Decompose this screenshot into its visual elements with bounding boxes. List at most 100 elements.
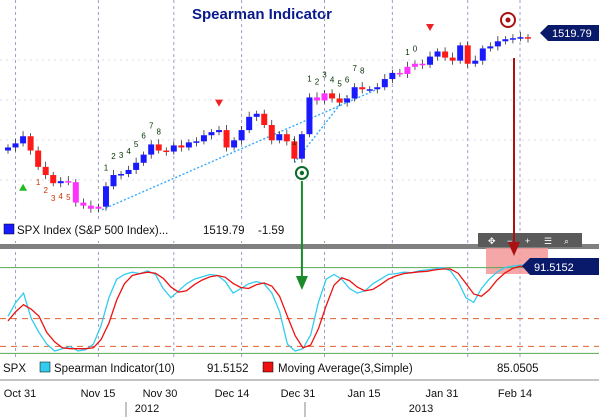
chart-title: Spearman Indicator	[192, 6, 332, 23]
setup-number: 1	[292, 138, 297, 147]
candle-body	[42, 166, 49, 176]
candle-body	[479, 48, 486, 61]
candle-body	[72, 182, 79, 203]
move-icon[interactable]: ✥	[488, 236, 496, 246]
panel-toolbar: ✥ − + ☰ ⌕	[478, 233, 582, 247]
buy-arrowhead	[295, 276, 308, 290]
setup-number: 4	[126, 147, 131, 156]
setup-number: 4	[59, 192, 64, 201]
price-legend-last: 1519.79	[203, 225, 245, 237]
candle-body	[306, 97, 313, 135]
price-legend-swatch	[3, 223, 15, 235]
x-year-label: 2013	[409, 403, 433, 415]
candle-body	[216, 130, 223, 133]
candle-body	[110, 175, 117, 187]
zoom-in-icon[interactable]: +	[525, 236, 530, 246]
ma-legend-last: 85.0505	[497, 363, 539, 375]
price-legend-change: -1.59	[258, 225, 284, 237]
setup-number: 1	[405, 48, 410, 57]
candle-body	[178, 145, 185, 148]
candle-body	[118, 174, 125, 176]
candle-body	[442, 51, 449, 58]
spearman-legend-last: 91.5152	[207, 363, 249, 375]
candle-body	[185, 142, 192, 148]
grid-lines	[0, 0, 599, 378]
candle-body	[517, 37, 524, 39]
candle-body	[95, 206, 102, 209]
candle-body	[525, 37, 531, 39]
candle-body	[351, 87, 358, 99]
candle-body	[509, 38, 516, 40]
candle-body	[133, 162, 140, 170]
toolbar-box	[478, 233, 582, 247]
properties-icon[interactable]: ☰	[544, 236, 552, 246]
price-last-value: 1519.79	[552, 28, 592, 40]
candle-body	[148, 144, 155, 155]
setup-number: 1	[36, 178, 41, 187]
setup-number: 5	[337, 80, 342, 89]
candle-body	[170, 145, 177, 152]
sell-triangle-marker	[215, 99, 224, 107]
price-legend: SPX Index (S&P 500 Index)... 1519.79 -1.…	[0, 219, 325, 241]
candle-body	[102, 186, 109, 207]
price-legend-label: SPX Index (S&P 500 Index)...	[17, 225, 168, 237]
x-tick-label: Jan 31	[425, 388, 458, 400]
candle-body	[329, 93, 336, 99]
candle-body	[494, 41, 501, 47]
candle-body	[404, 66, 411, 74]
ma-legend-name: Moving Average(3,Simple)	[278, 363, 413, 375]
spearman-legend-swatch	[39, 361, 51, 373]
sell-triangle-marker	[426, 24, 435, 31]
candle-body	[381, 79, 388, 88]
panel-divider[interactable]	[0, 244, 599, 249]
x-tick-label: Dec 14	[215, 388, 250, 400]
setup-number: 5	[134, 140, 139, 149]
candle-body	[434, 51, 441, 57]
indicator-legend-symbol: SPX	[3, 363, 26, 375]
x-tick-label: Nov 15	[81, 388, 116, 400]
candle-body	[389, 72, 396, 80]
candle-body	[427, 56, 434, 65]
setup-number: 8	[360, 66, 365, 75]
spearman-series-line	[7, 263, 529, 352]
spearman-legend-name: Spearman Indicator(10)	[54, 363, 175, 375]
candle-body	[291, 141, 298, 159]
x-year-label: 2012	[135, 403, 159, 415]
candle-body	[411, 63, 418, 67]
candle-body	[419, 63, 426, 66]
setup-number: 2	[43, 186, 48, 195]
setup-number: 3	[51, 194, 56, 203]
candle-body	[125, 169, 132, 175]
candle-body	[5, 147, 11, 151]
x-tick-label: Oct 31	[4, 388, 36, 400]
search-icon[interactable]: ⌕	[564, 236, 569, 246]
candle-body	[57, 181, 64, 184]
candle-body	[359, 87, 366, 90]
candle-body	[27, 136, 34, 151]
setup-number: 3	[322, 70, 327, 79]
candle-body	[155, 144, 162, 151]
candle-body	[283, 134, 290, 142]
candle-body	[268, 125, 275, 141]
candle-body	[20, 136, 27, 144]
candle-body	[396, 72, 403, 75]
zoom-out-icon[interactable]: −	[507, 236, 512, 246]
setup-number: 2	[111, 152, 116, 161]
buy-triangle-marker	[19, 183, 28, 191]
price-legend-box	[0, 219, 325, 241]
candle-body	[344, 98, 351, 103]
indicator-last-value: 91.5152	[534, 262, 574, 274]
candle-body	[35, 150, 42, 167]
price-last-value-tag: 1519.79	[540, 25, 599, 41]
setup-number: 5	[66, 193, 71, 202]
ma-legend-swatch	[262, 361, 274, 373]
candle-body	[231, 140, 238, 148]
sell-arrowhead	[508, 242, 520, 256]
candle-body	[487, 46, 494, 49]
sell-signal-dot	[505, 17, 511, 23]
setup-number: 0	[413, 45, 418, 54]
candle-body	[472, 60, 479, 64]
indicator-tag-shape	[522, 258, 599, 275]
